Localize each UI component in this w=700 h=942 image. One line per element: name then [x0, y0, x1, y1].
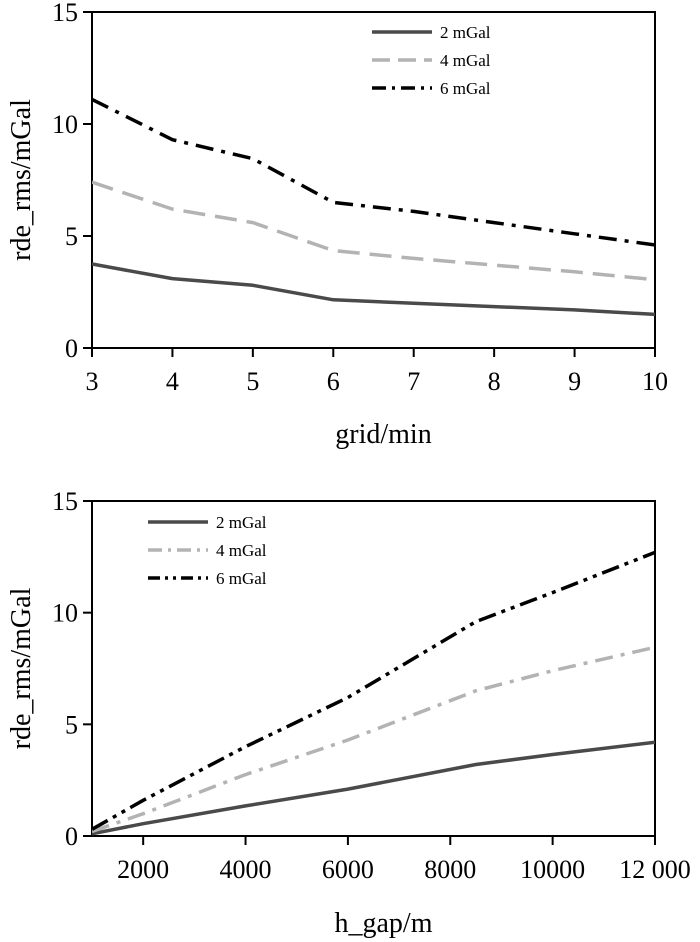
chart2-x-tick-label: 6000 [322, 855, 374, 884]
chart-h-gap: 2000 4000 6000 8000 10000 12 000 0 5 10 15 h_gap/m… [6, 487, 691, 939]
chart1-x-axis-title: grid/min [335, 419, 431, 450]
chart1-x-tick-label: 8 [488, 367, 501, 396]
chart2-x-tick-label: 8000 [424, 855, 476, 884]
chart2-plot-frame [91, 500, 656, 837]
chart1-x-tick-label: 7 [407, 367, 420, 396]
chart1-y-tick-label: 10 [52, 110, 78, 139]
chart2-legend-label: 6 mGal [216, 569, 267, 588]
chart1-x-tick-label: 4 [166, 367, 179, 396]
chart-grid-min: 3 4 5 6 7 8 9 10 0 5 10 15 grid/min rde_rms/mGal 2 mGa… [6, 0, 668, 450]
chart2-x-tick-label: 4000 [220, 855, 272, 884]
chart2-legend-label: 2 mGal [216, 513, 267, 532]
chart1-x-tick-label: 6 [327, 367, 340, 396]
chart1-legend-label: 6 mGal [440, 79, 491, 98]
chart1-x-tick-label: 3 [86, 367, 99, 396]
chart1-x-tick-label: 9 [568, 367, 581, 396]
chart2-y-axis-title: rde_rms/mGal [6, 587, 37, 749]
chart1-series-line-2 [92, 180, 655, 282]
chart2-series-line-1 [92, 740, 655, 836]
chart1-y-tick-label: 5 [65, 222, 78, 251]
chart1-y-tick-label: 0 [65, 334, 78, 363]
chart2-x-axis-title: h_gap/m [335, 908, 433, 939]
chart1-legend-label: 4 mGal [440, 51, 491, 70]
chart2-series-line-3 [92, 550, 655, 831]
chart1-x-tick-label: 5 [246, 367, 259, 396]
chart2-legend-label: 4 mGal [216, 541, 267, 560]
chart1-x-tick-label: 10 [642, 367, 668, 396]
chart1-y-tick-label: 15 [52, 0, 78, 27]
chart2-y-tick-label: 0 [65, 822, 78, 851]
chart1-y-axis-title: rde_rms/mGal [6, 99, 37, 261]
chart2-x-tick-label: 12 000 [619, 855, 691, 884]
chart1-series-line-3 [92, 97, 655, 247]
chart2-x-tick-label: 2000 [117, 855, 169, 884]
chart2-series-line-2 [92, 645, 655, 834]
chart1-legend-label: 2 mGal [440, 23, 491, 42]
chart2-y-tick-label: 10 [52, 599, 78, 628]
chart2-y-tick-label: 5 [65, 710, 78, 739]
chart2-y-tick-label: 15 [52, 487, 78, 516]
chart1-series-line-1 [92, 262, 655, 317]
chart1-plot-frame [91, 11, 656, 349]
chart2-x-tick-label: 10000 [520, 855, 585, 884]
